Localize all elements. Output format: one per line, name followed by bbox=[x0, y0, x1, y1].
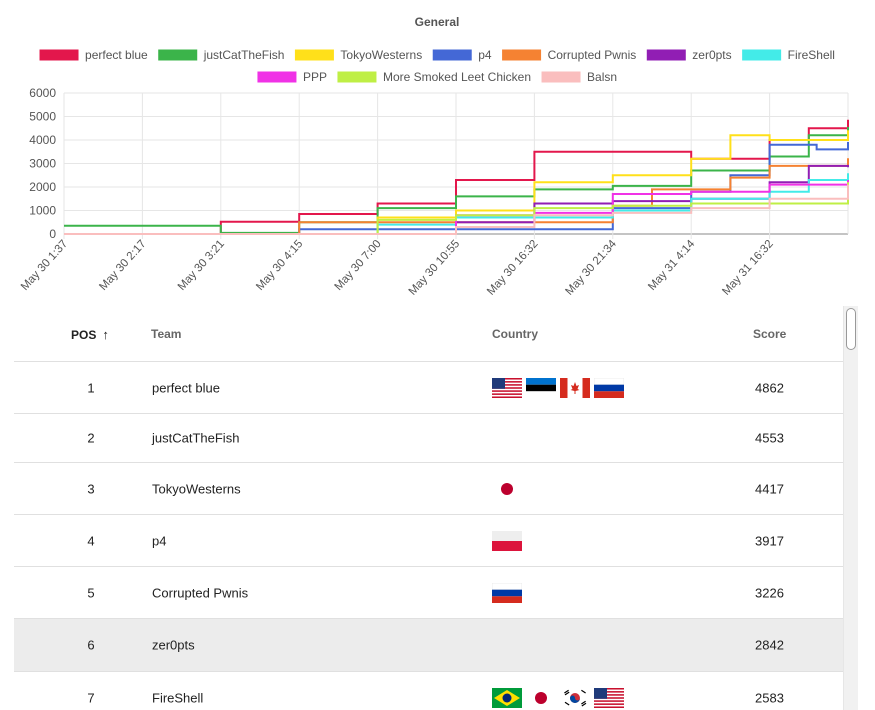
header-team[interactable]: Team bbox=[151, 327, 182, 341]
x-tick-label: May 30 4:15 bbox=[254, 238, 305, 293]
y-tick-label: 4000 bbox=[29, 133, 56, 147]
series-line-more-smoked-leet-chicken bbox=[64, 182, 849, 235]
row-team-name: justCatTheFish bbox=[152, 430, 240, 446]
row-team-name: FireShell bbox=[152, 690, 204, 706]
row-team-name: TokyoWesterns bbox=[152, 481, 241, 496]
header-country[interactable]: Country bbox=[492, 327, 538, 341]
scoreboard-table: POS ↑ Team Country Score 1 perfect blue 486… bbox=[14, 306, 843, 710]
x-tick-label: May 31 4:14 bbox=[646, 238, 698, 294]
legend-swatch-justcatthefish bbox=[157, 48, 199, 62]
arrow-up-icon[interactable]: ↑ bbox=[102, 327, 109, 342]
legend-label-more-smoked-leet-chicken: More Smoked Leet Chicken bbox=[383, 70, 531, 84]
legend-label-tokyowesterns: TokyoWesterns bbox=[340, 48, 422, 62]
row-pos: 3 bbox=[87, 481, 95, 496]
row-country-flags bbox=[492, 582, 522, 603]
legend-swatch-fireshell bbox=[741, 48, 783, 62]
y-tick-label: 2000 bbox=[29, 180, 56, 194]
us-flag-icon bbox=[492, 377, 522, 398]
x-tick-label: May 30 10:55 bbox=[407, 238, 463, 298]
table-body: 1 perfect blue 4862 2 justCatTheFish 4553 3 Tok… bbox=[14, 362, 843, 710]
table-row[interactable]: 3 TokyoWesterns 4417 bbox=[14, 463, 843, 515]
y-tick-label: 6000 bbox=[29, 86, 56, 100]
estonia-flag-icon bbox=[526, 377, 556, 398]
legend-label-corrupted-pwnis: Corrupted Pwnis bbox=[548, 48, 637, 62]
us-flag-icon bbox=[594, 688, 624, 708]
legend-swatch-tokyowesterns bbox=[293, 48, 335, 62]
legend-swatch-zer0pts bbox=[645, 48, 687, 62]
x-tick-label: May 30 21:34 bbox=[563, 238, 619, 298]
x-tick-label: May 30 1:37 bbox=[19, 238, 70, 293]
row-score: 4553 bbox=[755, 430, 784, 446]
table-row[interactable]: 4 p4 3917 bbox=[14, 515, 843, 567]
x-tick-label: May 30 16:32 bbox=[485, 238, 541, 298]
legend-label-p4: p4 bbox=[478, 48, 492, 62]
korea-flag-icon bbox=[560, 688, 590, 708]
legend-swatch-perfect-blue bbox=[38, 48, 80, 62]
row-country-flags bbox=[492, 688, 624, 708]
row-pos: 4 bbox=[87, 533, 95, 548]
legend-swatch-corrupted-pwnis bbox=[501, 48, 543, 62]
row-country-flags bbox=[492, 377, 624, 398]
x-tick-label: May 30 7:00 bbox=[333, 238, 384, 293]
row-pos: 5 bbox=[87, 585, 95, 600]
poland-flag-icon bbox=[492, 530, 522, 551]
row-pos: 1 bbox=[87, 380, 95, 395]
row-pos: 6 bbox=[87, 637, 95, 653]
legend-swatch-ppp bbox=[256, 70, 298, 84]
row-score: 3917 bbox=[755, 533, 784, 548]
table-header: POS ↑ Team Country Score bbox=[14, 306, 843, 362]
chart-title: General bbox=[415, 15, 460, 29]
row-team-name: zer0pts bbox=[152, 637, 195, 653]
row-team-name: Corrupted Pwnis bbox=[152, 585, 249, 600]
x-tick-label: May 30 2:17 bbox=[97, 238, 148, 293]
row-pos: 7 bbox=[87, 690, 95, 706]
russia-flag-icon bbox=[492, 582, 522, 603]
russia-flag-icon bbox=[594, 377, 624, 398]
row-country-flags bbox=[492, 478, 522, 499]
chart-svg: General perfect blue justCatTheFish TokyoWe… bbox=[19, 15, 849, 298]
row-score: 3226 bbox=[755, 585, 784, 600]
table-scrollbar[interactable] bbox=[843, 306, 858, 710]
y-tick-label: 1000 bbox=[29, 204, 56, 218]
legend-label-fireshell: FireShell bbox=[788, 48, 835, 62]
row-score: 2842 bbox=[755, 637, 784, 653]
series-line-balsn bbox=[64, 184, 849, 235]
y-tick-label: 0 bbox=[49, 227, 56, 241]
header-pos-label: POS bbox=[71, 328, 97, 342]
row-score: 2583 bbox=[755, 690, 784, 706]
legend-label-justcatthefish: justCatTheFish bbox=[203, 48, 285, 62]
legend-swatch-balsn bbox=[540, 70, 582, 84]
table-row[interactable]: 2 justCatTheFish 4553 bbox=[14, 414, 843, 463]
table-row[interactable]: 7 FireShell 2583 bbox=[14, 672, 843, 710]
brazil-flag-icon bbox=[492, 688, 522, 708]
table-row[interactable]: 5 Corrupted Pwnis 3226 bbox=[14, 567, 843, 619]
canada-flag-icon bbox=[560, 377, 590, 398]
legend-label-balsn: Balsn bbox=[587, 70, 617, 84]
row-score: 4862 bbox=[755, 380, 784, 395]
row-team-name: perfect blue bbox=[152, 380, 220, 395]
row-pos: 2 bbox=[87, 430, 95, 446]
scoreboard-chart: General perfect blue justCatTheFish TokyoWe… bbox=[0, 0, 875, 310]
row-team-name: p4 bbox=[152, 533, 167, 548]
table-row[interactable]: 6 zer0pts 2842 bbox=[14, 619, 843, 672]
legend-swatch-p4 bbox=[431, 48, 473, 62]
scrollbar-thumb[interactable] bbox=[846, 308, 856, 350]
table-row[interactable]: 1 perfect blue 4862 bbox=[14, 362, 843, 414]
japan-flag-icon bbox=[492, 478, 522, 499]
y-tick-label: 3000 bbox=[29, 157, 56, 171]
series-line-corrupted-pwnis bbox=[64, 158, 849, 235]
x-tick-label: May 31 16:32 bbox=[720, 238, 776, 298]
legend-label-perfect-blue: perfect blue bbox=[85, 48, 148, 62]
header-score[interactable]: Score bbox=[753, 327, 787, 341]
legend-label-ppp: PPP bbox=[303, 70, 327, 84]
header-pos[interactable]: POS ↑ bbox=[71, 327, 109, 342]
legend-label-zer0pts: zer0pts bbox=[692, 48, 731, 62]
row-score: 4417 bbox=[755, 481, 784, 496]
y-tick-label: 5000 bbox=[29, 110, 56, 124]
x-tick-label: May 30 3:21 bbox=[176, 238, 227, 293]
legend-swatch-more-smoked-leet-chicken bbox=[336, 70, 378, 84]
row-country-flags bbox=[492, 530, 522, 551]
japan-flag-icon bbox=[526, 688, 556, 708]
